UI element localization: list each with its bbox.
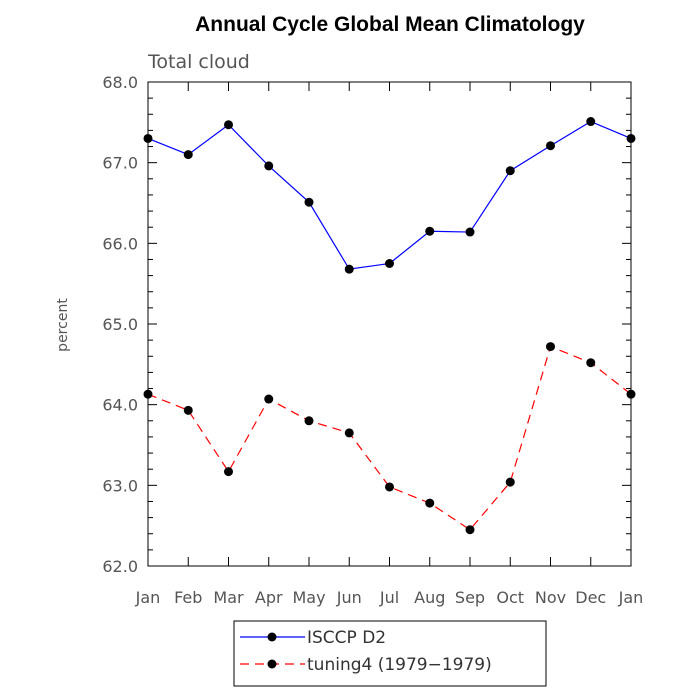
y-tick-label: 66.0	[102, 234, 138, 253]
data-point-series-1	[344, 264, 354, 274]
y-tick-label: 63.0	[102, 476, 138, 495]
data-point-series-2	[425, 498, 435, 508]
data-point-series-2	[385, 482, 394, 492]
data-point-series-2	[143, 389, 153, 399]
x-tick-label: Feb	[174, 588, 202, 607]
y-tick-label: 64.0	[102, 396, 138, 415]
x-tick-label: May	[292, 588, 325, 607]
data-point-series-1	[425, 226, 435, 236]
data-point-series-1	[304, 197, 314, 207]
legend: ISCCP D2 tuning4 (1979−1979)	[233, 620, 547, 687]
data-point-series-1	[626, 133, 636, 143]
x-tick-label: Nov	[535, 588, 566, 607]
x-tick-label: Mar	[213, 588, 244, 607]
legend-label-1: ISCCP D2	[307, 628, 386, 648]
data-point-series-1	[505, 166, 515, 176]
data-point-series-1	[264, 161, 274, 171]
series-line-1	[147, 120, 632, 270]
x-tick-label: Aug	[414, 588, 445, 607]
data-point-series-2	[304, 416, 314, 426]
data-point-series-2	[586, 358, 596, 368]
x-tick-label: Apr	[255, 588, 283, 607]
data-point-series-2	[224, 467, 233, 477]
data-point-series-1	[224, 120, 233, 130]
legend-marker-1	[267, 632, 277, 642]
data-point-series-1	[465, 227, 475, 237]
data-point-series-2	[626, 389, 636, 399]
legend-box	[233, 620, 547, 687]
x-tick-label: Jan	[618, 588, 644, 607]
y-tick-label: 62.0	[102, 557, 138, 576]
legend-label-2: tuning4 (1979−1979)	[307, 655, 492, 675]
data-point-series-1	[183, 150, 193, 160]
y-tick-label: 68.0	[102, 73, 138, 92]
legend-marker-2	[267, 659, 277, 669]
x-tick-label: Jul	[379, 588, 399, 607]
data-point-series-1	[385, 259, 394, 268]
axis-ticks: 62.0 63.0 64.0 65.0 66.0 67.0 68.0 Jan Feb Mar Apr…	[102, 73, 643, 607]
data-point-series-2	[344, 428, 354, 438]
data-point-series-2	[465, 525, 475, 535]
data-point-series-1	[143, 133, 153, 143]
data-point-series-2	[505, 477, 515, 487]
series-line-2	[147, 345, 632, 531]
x-tick-label: Jan	[135, 588, 161, 607]
y-tick-label: 65.0	[102, 315, 138, 334]
x-tick-label: Jun	[336, 588, 362, 607]
series-layer	[143, 117, 636, 535]
data-point-series-2	[183, 405, 193, 415]
data-point-series-2	[264, 394, 274, 404]
x-tick-label: Oct	[496, 588, 524, 607]
y-tick-label: 67.0	[102, 154, 138, 173]
chart-title: Annual Cycle Global Mean Climatology	[195, 13, 585, 36]
x-tick-label: Sep	[455, 588, 485, 607]
data-point-series-1	[586, 117, 596, 127]
data-point-series-2	[546, 342, 555, 352]
plot-frame	[147, 81, 632, 567]
chart-subtitle: Total cloud	[147, 51, 250, 73]
y-axis-label: percent	[55, 298, 71, 352]
x-tick-label: Dec	[575, 588, 606, 607]
data-point-series-1	[546, 141, 555, 151]
